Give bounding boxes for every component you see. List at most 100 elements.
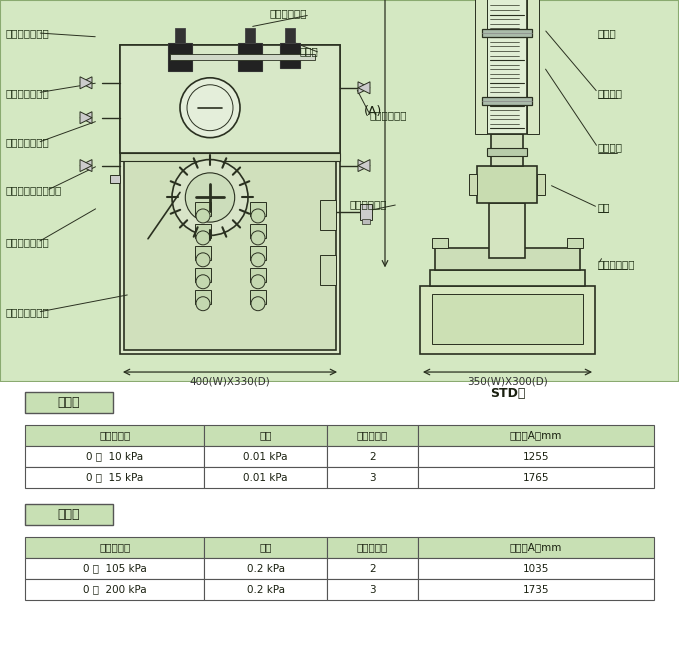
Text: 0 ～  15 kPa: 0 ～ 15 kPa — [86, 473, 143, 483]
Polygon shape — [358, 82, 370, 94]
Bar — [168, 43, 192, 71]
Text: カーソル: カーソル — [598, 88, 623, 98]
Bar — [250, 246, 266, 260]
Polygon shape — [358, 82, 370, 94]
Text: 手動ポンプ弁: 手動ポンプ弁 — [370, 110, 407, 119]
Bar — [25, 446, 204, 467]
Bar — [418, 579, 654, 600]
Text: 目盛板: 目盛板 — [598, 28, 617, 38]
Bar — [25, 425, 204, 446]
Text: 3: 3 — [369, 584, 376, 594]
Text: 1735: 1735 — [523, 584, 549, 594]
Bar — [537, 174, 545, 195]
Bar — [195, 224, 211, 238]
Polygon shape — [80, 112, 92, 123]
Text: マノメーター弁: マノメーター弁 — [6, 138, 50, 148]
Bar — [360, 204, 372, 221]
Text: 真空ポンプ内蔵: 真空ポンプ内蔵 — [6, 307, 50, 317]
Text: 圧力の範囲: 圧力の範囲 — [99, 543, 130, 552]
Bar — [482, 29, 532, 37]
Text: カーソル数: カーソル数 — [357, 543, 388, 552]
Text: 0 ～  200 kPa: 0 ～ 200 kPa — [83, 584, 147, 594]
Text: 0.01 kPa: 0.01 kPa — [243, 473, 288, 483]
Text: 1035: 1035 — [523, 564, 549, 573]
Bar — [204, 425, 327, 446]
Bar — [250, 224, 266, 238]
Text: 真空ポンプ弁: 真空ポンプ弁 — [350, 199, 388, 210]
Text: 高さ（A）mm: 高さ（A）mm — [510, 543, 562, 552]
Bar — [418, 467, 654, 488]
Bar — [327, 579, 418, 600]
Bar — [25, 579, 204, 600]
Bar — [418, 537, 654, 558]
Polygon shape — [80, 77, 92, 89]
Circle shape — [196, 275, 210, 289]
Bar — [487, 0, 527, 134]
Bar — [204, 579, 327, 600]
Bar — [320, 255, 336, 285]
Text: ガラス管: ガラス管 — [598, 142, 623, 153]
Text: 0.01 kPa: 0.01 kPa — [243, 451, 288, 462]
Circle shape — [172, 159, 248, 235]
Bar — [327, 467, 418, 488]
Bar — [195, 246, 211, 260]
Text: 0 ～  105 kPa: 0 ～ 105 kPa — [83, 564, 147, 573]
Bar — [487, 148, 527, 155]
Bar — [327, 425, 418, 446]
Text: 3: 3 — [369, 473, 376, 483]
Circle shape — [196, 296, 210, 311]
Bar — [204, 537, 327, 558]
Text: 350(W)X300(D): 350(W)X300(D) — [467, 376, 548, 386]
Bar — [250, 268, 266, 281]
Text: 2: 2 — [369, 564, 376, 573]
Text: 圧力の範囲: 圧力の範囲 — [99, 430, 130, 441]
Bar — [238, 43, 262, 71]
Bar — [195, 290, 211, 304]
Circle shape — [251, 275, 265, 289]
Bar — [25, 504, 113, 525]
Bar — [25, 558, 204, 579]
Polygon shape — [358, 159, 370, 172]
Text: 1765: 1765 — [523, 473, 549, 483]
Bar — [245, 28, 255, 43]
Bar — [285, 28, 295, 43]
Circle shape — [196, 231, 210, 245]
Text: 水平調整ねじ: 水平調整ねじ — [598, 259, 636, 269]
Bar — [475, 0, 487, 134]
Polygon shape — [80, 159, 92, 172]
Text: 0.2 kPa: 0.2 kPa — [246, 584, 285, 594]
Bar — [120, 45, 340, 153]
Bar — [420, 286, 595, 354]
Text: 正圧負圧切換弁: 正圧負圧切換弁 — [6, 88, 50, 98]
Bar — [25, 467, 204, 488]
Bar — [250, 290, 266, 304]
Bar — [320, 200, 336, 229]
Text: カーソル数: カーソル数 — [357, 430, 388, 441]
Bar — [432, 295, 583, 344]
Polygon shape — [80, 159, 92, 172]
Text: 水　柱: 水 柱 — [58, 396, 80, 409]
Bar — [362, 219, 370, 225]
Bar — [120, 45, 340, 354]
Polygon shape — [80, 77, 92, 89]
Circle shape — [196, 209, 210, 223]
Bar — [170, 54, 315, 60]
Text: マノメーター接続口: マノメーター接続口 — [6, 185, 62, 195]
Text: 排気弁: 排気弁 — [300, 46, 318, 56]
Bar — [432, 238, 448, 248]
Bar — [491, 134, 523, 166]
Text: 0 ～  10 kPa: 0 ～ 10 kPa — [86, 451, 143, 462]
Bar — [567, 238, 583, 248]
Bar — [120, 153, 340, 161]
Text: 目量: 目量 — [259, 543, 272, 552]
Circle shape — [251, 231, 265, 245]
Circle shape — [251, 253, 265, 267]
Text: 400(W)X330(D): 400(W)X330(D) — [189, 376, 270, 386]
Text: 2: 2 — [369, 451, 376, 462]
Bar — [204, 558, 327, 579]
Bar — [327, 537, 418, 558]
Circle shape — [185, 173, 235, 222]
Bar — [124, 157, 336, 350]
Bar — [195, 268, 211, 281]
Text: モニタ圧力計: モニタ圧力計 — [270, 8, 308, 18]
